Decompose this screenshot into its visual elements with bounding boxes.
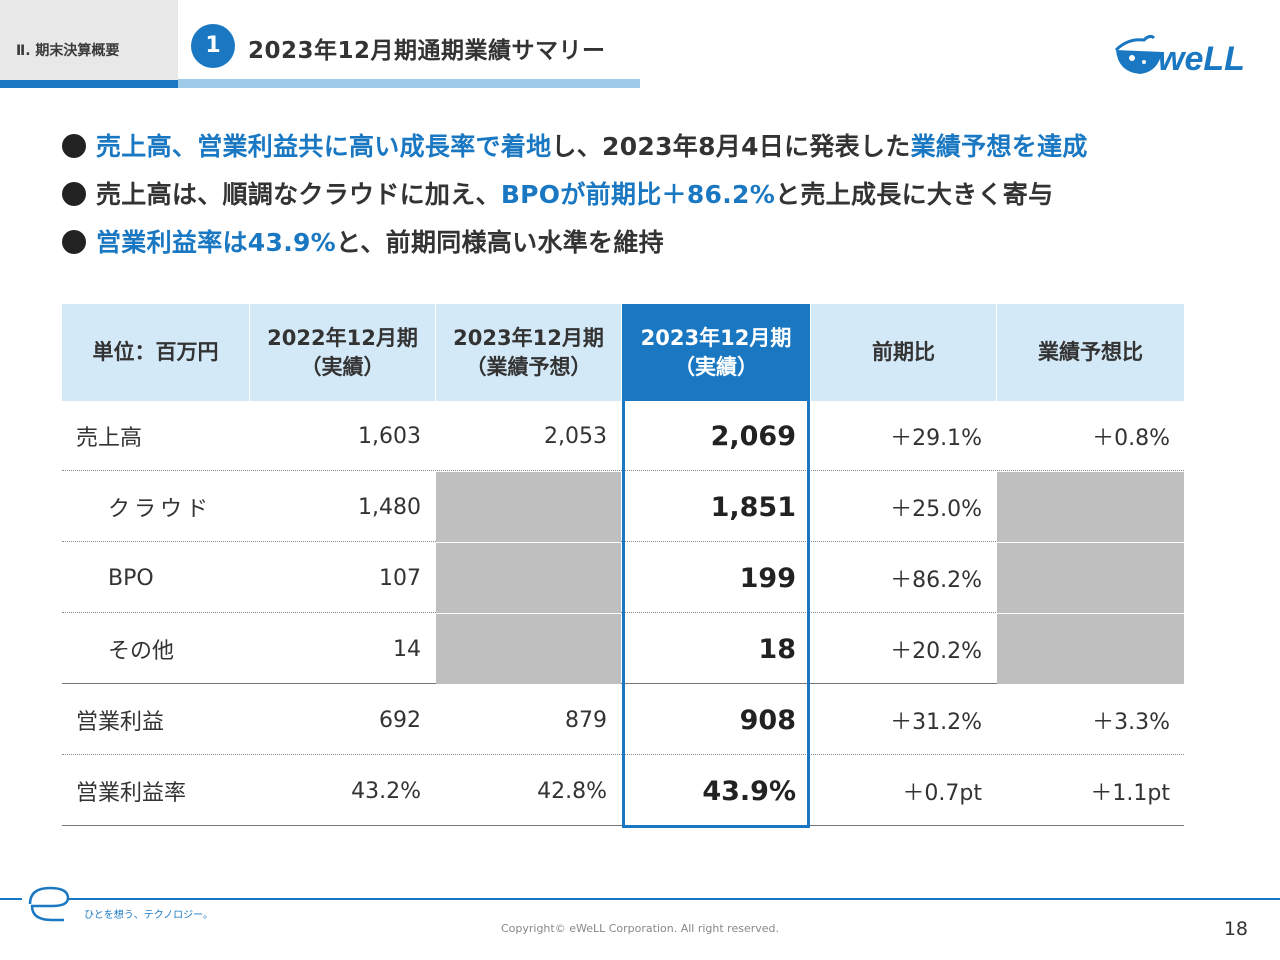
row-label: BPO — [108, 565, 154, 591]
bullet-dot — [62, 230, 86, 254]
bullet-2-part-3: と売上成長に大きく寄与 — [775, 180, 1054, 209]
bullet-3: 営業利益率は43.9%と、前期同様高い水準を維持 — [62, 223, 664, 259]
header-vs-forecast: 業績予想比 — [997, 304, 1184, 401]
cell-forecast: 42.8% — [537, 778, 607, 804]
row-label: 営業利益 — [76, 710, 165, 735]
cell-actual: 2,069 — [710, 420, 796, 452]
cell-vs-forecast-na — [997, 614, 1184, 684]
bullet-1-part-1: 売上高、営業利益共に高い成長率で着地 — [96, 132, 552, 161]
ewell-mark-icon — [22, 886, 70, 922]
bullet-3-part-1: 営業利益率は43.9% — [96, 228, 337, 257]
cell-yoy: ＋86.2% — [890, 568, 982, 593]
table-row: 営業利益率 43.2% 42.8% 43.9% ＋0.7pt ＋1.1pt — [62, 756, 1184, 826]
cell-forecast-na — [436, 472, 621, 542]
cell-vs-forecast: ＋0.8% — [1092, 426, 1170, 451]
cell-vs-forecast-na — [997, 472, 1184, 542]
header-forecast-line2: （業績予想） — [465, 354, 592, 379]
table-row: 営業利益 692 879 908 ＋31.2% ＋3.3% — [62, 685, 1184, 755]
table-row: クラウド 1,480 1,851 ＋25.0% — [62, 472, 1184, 542]
section-number-badge: 1 — [191, 24, 235, 68]
cell-vs-forecast-na — [997, 543, 1184, 613]
header-bar-dark — [0, 80, 178, 88]
cell-prev: 1,480 — [358, 494, 421, 520]
section-tab: Ⅱ. 期末決算概要 — [0, 0, 178, 88]
header-actual-line1: 2023年12月期 — [640, 326, 792, 351]
cell-vs-forecast: ＋3.3% — [1092, 710, 1170, 735]
cell-prev: 107 — [379, 565, 421, 591]
bullet-dot — [62, 182, 86, 206]
table-header-row: 単位：百万円 2022年12月期 （実績） 2023年12月期 （業績予想） 202… — [62, 304, 1184, 401]
header-unit: 単位：百万円 — [62, 304, 249, 401]
cell-actual: 908 — [739, 704, 796, 736]
footer-tagline: ひとを想う、テクノロジー。 — [84, 910, 213, 921]
bullet-2-part-2: BPOが前期比＋86.2% — [500, 180, 776, 209]
cell-actual: 1,851 — [710, 491, 796, 523]
bullet-1: 売上高、営業利益共に高い成長率で着地し、2023年8月4日に発表した業績予想を達… — [62, 127, 1088, 163]
header-forecast-line1: 2023年12月期 — [453, 326, 604, 351]
bullet-dot — [62, 134, 86, 158]
table-row: 売上高 1,603 2,053 2,069 ＋29.1% ＋0.8% — [62, 401, 1184, 471]
footer-copyright: Copyright© eWeLL Corporation. All right … — [500, 922, 780, 935]
header-2023-forecast: 2023年12月期 （業績予想） — [436, 304, 621, 401]
cell-prev: 43.2% — [351, 778, 421, 804]
row-label: 売上高 — [76, 426, 143, 451]
cell-forecast: 2,053 — [544, 423, 607, 449]
table-row: BPO 107 199 ＋86.2% — [62, 543, 1184, 613]
header-bar-light — [178, 79, 640, 88]
cell-yoy: ＋31.2% — [890, 710, 982, 735]
bullet-2: 売上高は、順調なクラウドに加え、BPOが前期比＋86.2%と売上成長に大きく寄与 — [62, 175, 1053, 211]
cell-forecast-na — [436, 614, 621, 684]
bullet-1-part-3: 業績予想を達成 — [910, 132, 1088, 161]
bullet-3-part-2: と、前期同様高い水準を維持 — [336, 228, 664, 257]
row-label: その他 — [108, 639, 175, 664]
cell-prev: 692 — [379, 707, 421, 733]
header-yoy-label: 前期比 — [872, 340, 935, 365]
cell-prev: 14 — [393, 636, 421, 662]
header-2022-line1: 2022年12月期 — [267, 326, 418, 351]
svg-text:weLL: weLL — [1158, 40, 1245, 78]
cell-yoy: ＋25.0% — [890, 497, 982, 522]
cell-yoy: ＋29.1% — [890, 426, 982, 451]
cell-vs-forecast: ＋1.1pt — [1090, 781, 1170, 806]
bullet-1-part-2: し、2023年8月4日に発表した — [551, 132, 911, 161]
page-title: 2023年12月期通期業績サマリー — [248, 38, 606, 64]
header-2023-actual: 2023年12月期 （実績） — [622, 304, 810, 401]
header-yoy: 前期比 — [811, 304, 996, 401]
cell-actual: 18 — [758, 633, 796, 665]
header-unit-label: 単位：百万円 — [92, 340, 219, 365]
row-label: クラウド — [108, 497, 213, 522]
header-2022-line2: （実績） — [300, 354, 385, 379]
page-number: 18 — [1223, 918, 1248, 940]
cell-yoy: ＋20.2% — [890, 639, 982, 664]
cell-actual: 43.9% — [702, 775, 796, 807]
cell-actual: 199 — [739, 562, 796, 594]
header-2022-actual: 2022年12月期 （実績） — [250, 304, 435, 401]
footer-line — [0, 898, 1280, 900]
row-label: 営業利益率 — [76, 781, 187, 806]
table-row: その他 14 18 ＋20.2% — [62, 614, 1184, 684]
cell-forecast-na — [436, 543, 621, 613]
section-label: Ⅱ. 期末決算概要 — [16, 43, 120, 59]
cell-prev: 1,603 — [358, 423, 421, 449]
cell-yoy: ＋0.7pt — [902, 781, 982, 806]
bullet-2-part-1: 売上高は、順調なクラウドに加え、 — [96, 180, 501, 209]
cell-forecast: 879 — [565, 707, 607, 733]
header-vs-forecast-label: 業績予想比 — [1038, 340, 1143, 365]
ewell-logo: weLL — [1114, 34, 1245, 78]
header-actual-line2: （実績） — [673, 354, 758, 379]
